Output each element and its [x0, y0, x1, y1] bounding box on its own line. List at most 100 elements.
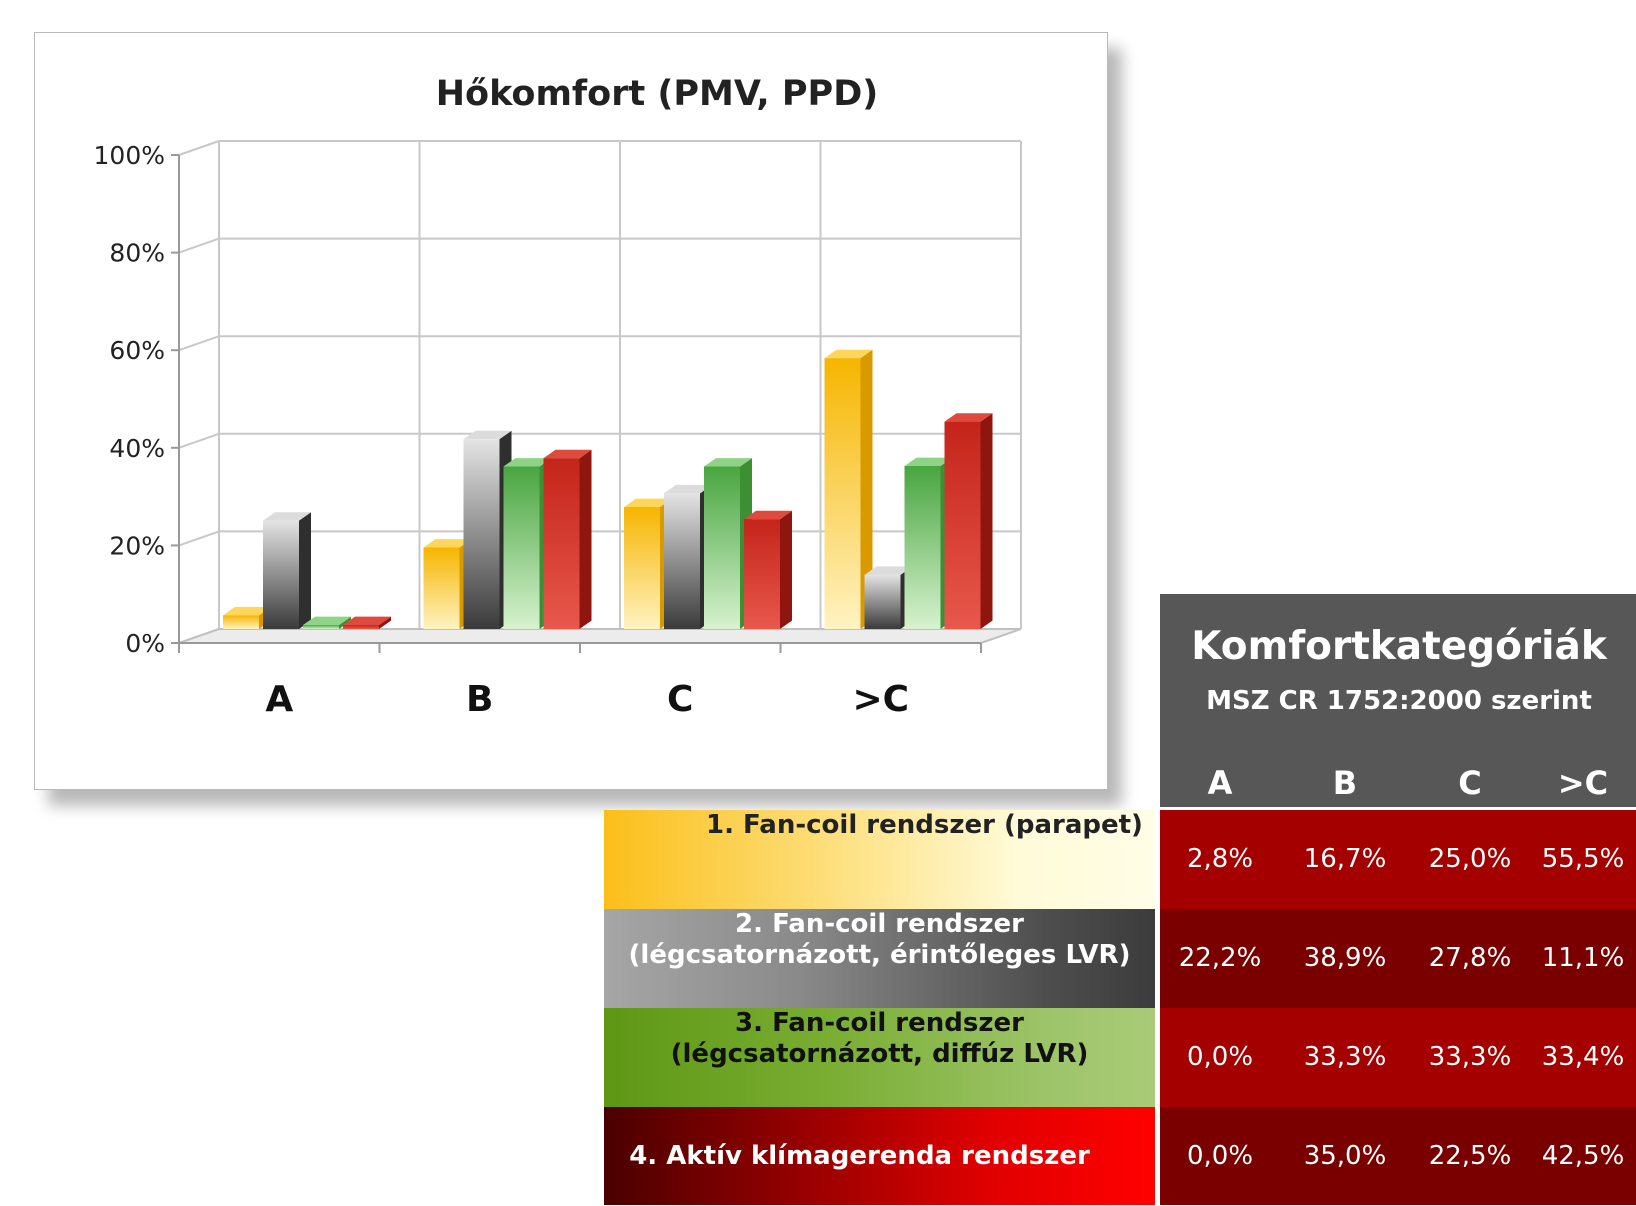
- bar: [744, 510, 792, 629]
- value-cell: 22,5%: [1428, 1141, 1512, 1171]
- bar-front: [303, 625, 339, 629]
- bar-top: [904, 457, 953, 467]
- bar-top: [263, 512, 311, 521]
- table-row: 2,8% 16,7% 25,0% 55,5%: [1160, 810, 1636, 909]
- value-cell: 33,3%: [1303, 1042, 1387, 1072]
- value-cell: 16,7%: [1303, 844, 1387, 874]
- y-tick-label: 40%: [109, 434, 165, 463]
- y-tick-label: 20%: [109, 531, 165, 560]
- value-cell: 33,3%: [1428, 1042, 1512, 1072]
- value-cell: 2,8%: [1186, 844, 1254, 874]
- column-header-a: A: [1207, 764, 1233, 802]
- bar: [343, 616, 391, 629]
- bar-front: [664, 493, 700, 629]
- bar-side: [860, 349, 873, 629]
- bar-front: [744, 519, 780, 629]
- table-title: Komfortkategóriák: [1191, 624, 1607, 669]
- bar-front: [543, 458, 580, 629]
- row-label-line: 4. Aktív klímagerenda rendszer: [629, 1141, 1090, 1171]
- gridline-depth: [178, 432, 220, 449]
- bar-front: [263, 520, 299, 629]
- gridline-depth: [178, 335, 220, 352]
- bar-top: [664, 484, 712, 494]
- bar: [263, 512, 311, 629]
- y-tick-label: 80%: [109, 239, 165, 268]
- bar-front: [944, 421, 981, 629]
- bar-top: [704, 458, 752, 467]
- row-label-line: (légcsatornázott, diffúz LVR): [670, 1039, 1089, 1069]
- table-subtitle: MSZ CR 1752:2000 szerint: [1206, 686, 1592, 716]
- bar-side: [339, 616, 351, 629]
- value-cell: 42,5%: [1541, 1141, 1625, 1171]
- bar-chart: Hőkomfort (PMV, PPD) 0% 20% 40% 60% 80% 100% A…: [94, 74, 1022, 720]
- bar-front: [343, 625, 379, 629]
- bar-front: [463, 439, 500, 629]
- bar-top: [944, 413, 993, 422]
- column-header-b: B: [1332, 764, 1358, 802]
- row-label-fan-coil-diffuse: 3. Fan-coil rendszer (légcsatornázott, d…: [604, 1008, 1155, 1107]
- bar-top: [503, 458, 552, 467]
- bar: [303, 616, 351, 629]
- bar-top: [423, 539, 472, 548]
- row-label-line: 1. Fan-coil rendszer (parapet): [706, 810, 1143, 840]
- gridline-depth: [178, 530, 220, 547]
- chart-axis-labels: 0% 20% 40% 60% 80% 100% A B C >C: [94, 141, 910, 720]
- bar-side: [780, 510, 792, 629]
- table-row: 22,2% 38,9% 27,8% 11,1%: [1160, 909, 1636, 1008]
- bar: [543, 449, 592, 629]
- x-category-label: C: [667, 679, 693, 720]
- value-cell: 35,0%: [1303, 1141, 1387, 1171]
- chart-bars: [223, 349, 993, 629]
- gridline-depth: [178, 140, 220, 156]
- y-tick-label: 60%: [109, 336, 165, 365]
- row-label-fan-coil-parapet: 1. Fan-coil rendszer (parapet): [604, 810, 1155, 909]
- chart-grid: [171, 140, 1022, 653]
- bar-front: [704, 466, 740, 629]
- bar-front: [223, 615, 259, 629]
- bar-top: [824, 349, 873, 359]
- chart-panel: Hőkomfort (PMV, PPD) 0% 20% 40% 60% 80% 100% A…: [34, 32, 1108, 790]
- bar-top: [624, 498, 672, 507]
- y-tick-label: 0%: [125, 629, 165, 658]
- y-tick-label: 100%: [94, 141, 165, 170]
- bar: [824, 349, 873, 629]
- bar-front: [503, 466, 540, 629]
- gridline-depth: [178, 237, 220, 254]
- bar-top: [543, 449, 592, 459]
- value-cell: 0,0%: [1186, 1141, 1254, 1171]
- bar-top: [864, 566, 913, 575]
- value-cell: 55,5%: [1541, 844, 1625, 874]
- comfort-table-header: Komfortkategóriák MSZ CR 1752:2000 szeri…: [1160, 594, 1636, 807]
- bar-top: [223, 606, 271, 616]
- bar-top: [343, 616, 391, 625]
- bar-front: [864, 574, 901, 629]
- bar: [944, 413, 993, 629]
- row-label-fan-coil-tangential: 2. Fan-coil rendszer (légcsatornázott, é…: [604, 909, 1155, 1008]
- x-category-label: >C: [852, 679, 909, 720]
- row-label-line: (légcsatornázott, érintőleges LVR): [628, 940, 1131, 970]
- bar-front: [624, 507, 660, 629]
- bar-side: [980, 413, 993, 629]
- row-label-line: 3. Fan-coil rendszer: [735, 1008, 1024, 1038]
- value-cell: 33,4%: [1541, 1042, 1625, 1072]
- column-header-gt-c: >C: [1557, 764, 1609, 802]
- bar-top: [463, 430, 512, 440]
- value-cell: 0,0%: [1186, 1042, 1254, 1072]
- row-label-line: 2. Fan-coil rendszer: [735, 909, 1024, 939]
- bar: [864, 566, 913, 629]
- bar-top: [303, 616, 351, 625]
- column-header-c: C: [1458, 764, 1482, 802]
- table-row: 0,0% 35,0% 22,5% 42,5%: [1160, 1107, 1636, 1205]
- value-cell: 22,2%: [1178, 943, 1262, 973]
- bar-side: [379, 616, 391, 629]
- row-label-active-chilled-beam: 4. Aktív klímagerenda rendszer: [604, 1107, 1155, 1205]
- bar-side: [579, 449, 592, 629]
- chart-title: Hőkomfort (PMV, PPD): [436, 74, 879, 114]
- bar: [704, 458, 752, 629]
- value-cell: 11,1%: [1541, 943, 1625, 973]
- bar-side: [299, 512, 311, 629]
- bar-front: [423, 547, 460, 629]
- x-category-label: A: [265, 679, 293, 720]
- x-category-label: B: [466, 679, 493, 720]
- value-cell: 27,8%: [1428, 943, 1512, 973]
